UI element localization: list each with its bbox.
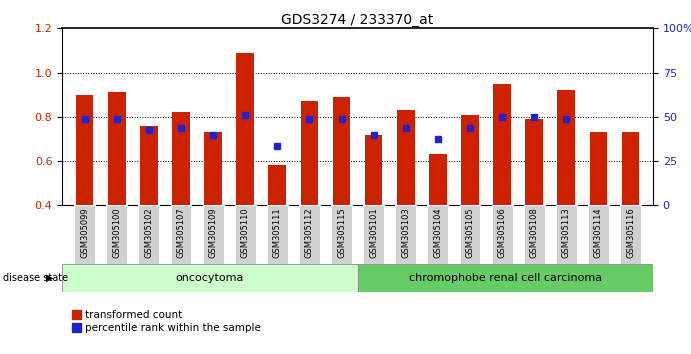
Bar <box>202 205 223 264</box>
Title: GDS3274 / 233370_at: GDS3274 / 233370_at <box>281 13 434 27</box>
Text: oncocytoma: oncocytoma <box>176 273 244 283</box>
Text: GSM305102: GSM305102 <box>144 207 153 258</box>
Bar <box>558 90 575 205</box>
Bar <box>460 205 480 264</box>
Bar <box>106 205 127 264</box>
Bar <box>589 132 607 205</box>
Bar <box>332 97 350 205</box>
Bar <box>62 264 358 292</box>
Text: GSM305103: GSM305103 <box>401 207 410 258</box>
Bar <box>267 205 287 264</box>
Bar <box>358 264 653 292</box>
Bar <box>461 115 479 205</box>
Text: disease state: disease state <box>3 273 68 283</box>
Text: GSM305110: GSM305110 <box>240 207 249 258</box>
Bar <box>76 95 93 205</box>
Text: GSM305104: GSM305104 <box>433 207 442 258</box>
Bar <box>205 132 222 205</box>
Text: GSM305114: GSM305114 <box>594 207 603 258</box>
Text: GSM305112: GSM305112 <box>305 207 314 258</box>
Bar <box>172 113 190 205</box>
Bar <box>429 154 446 205</box>
Bar <box>397 110 415 205</box>
Text: chromophobe renal cell carcinoma: chromophobe renal cell carcinoma <box>409 273 602 283</box>
Bar <box>525 119 543 205</box>
Bar <box>556 205 577 264</box>
Text: GSM305115: GSM305115 <box>337 207 346 258</box>
Bar <box>235 205 256 264</box>
Text: GSM305106: GSM305106 <box>498 207 507 258</box>
Text: ▶: ▶ <box>46 273 54 283</box>
Text: GSM305113: GSM305113 <box>562 207 571 258</box>
Bar <box>622 132 639 205</box>
Text: GSM305100: GSM305100 <box>112 207 122 258</box>
Bar <box>299 205 320 264</box>
Bar <box>588 205 609 264</box>
Bar <box>138 205 160 264</box>
Text: GSM305108: GSM305108 <box>530 207 539 258</box>
Bar <box>108 92 126 205</box>
Bar <box>428 205 448 264</box>
Bar <box>171 205 191 264</box>
Bar <box>74 205 95 264</box>
Bar <box>301 101 319 205</box>
Bar <box>524 205 545 264</box>
Legend: transformed count, percentile rank within the sample: transformed count, percentile rank withi… <box>68 306 265 338</box>
Bar <box>269 166 286 205</box>
Bar <box>331 205 352 264</box>
Bar <box>236 53 254 205</box>
Text: GSM305107: GSM305107 <box>176 207 185 258</box>
Text: GSM305105: GSM305105 <box>466 207 475 258</box>
Text: GSM305101: GSM305101 <box>369 207 378 258</box>
Bar <box>363 205 384 264</box>
Bar <box>365 135 383 205</box>
Text: GSM305111: GSM305111 <box>273 207 282 258</box>
Text: GSM305109: GSM305109 <box>209 207 218 258</box>
Bar <box>140 126 158 205</box>
Text: GSM305116: GSM305116 <box>626 207 635 258</box>
Bar <box>620 205 641 264</box>
Text: GSM305099: GSM305099 <box>80 207 89 258</box>
Bar <box>395 205 416 264</box>
Bar <box>492 205 513 264</box>
Bar <box>493 84 511 205</box>
